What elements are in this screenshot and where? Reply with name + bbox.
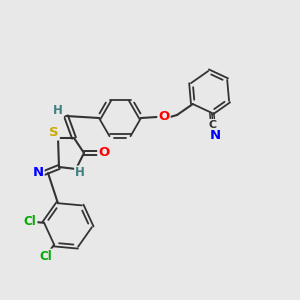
- Text: N: N: [210, 129, 221, 142]
- Text: Cl: Cl: [40, 250, 52, 262]
- Text: N: N: [32, 166, 44, 178]
- Text: Cl: Cl: [24, 215, 37, 228]
- Text: H: H: [75, 167, 85, 179]
- Text: H: H: [53, 104, 63, 118]
- Text: C: C: [209, 120, 217, 130]
- Text: O: O: [98, 146, 110, 160]
- Text: S: S: [49, 127, 59, 140]
- Text: O: O: [158, 110, 169, 124]
